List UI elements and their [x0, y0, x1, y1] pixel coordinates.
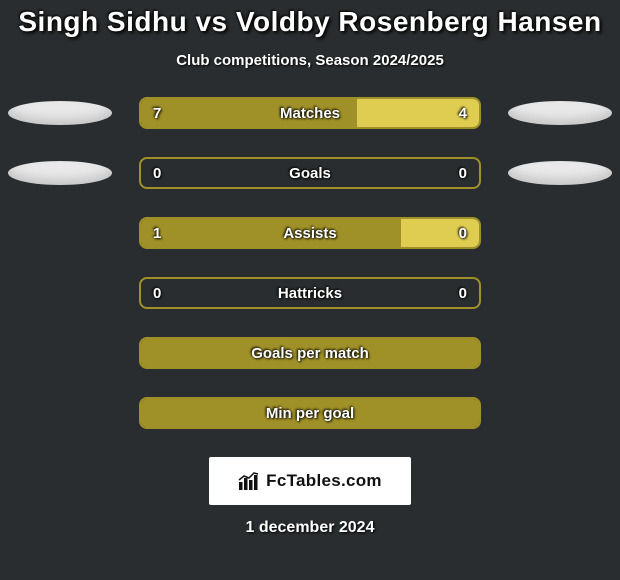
stat-value-left: 0 [153, 279, 161, 307]
stat-value-right: 0 [459, 279, 467, 307]
stat-label: Hattricks [141, 279, 479, 307]
stat-bar: Hattricks0 0 [139, 277, 481, 309]
bar-right-fill [401, 219, 479, 247]
stat-value-right: 0 [459, 159, 467, 187]
stat-row: Hattricks0 0 [0, 277, 620, 309]
stat-value-left: 1 [153, 219, 161, 247]
bar-left-fill [141, 339, 479, 367]
stat-row: Assists10 [0, 217, 620, 249]
player1-marker [8, 161, 112, 185]
stat-value-left: 0 [153, 159, 161, 187]
stats-chart: Matches74Goals00Assists10Hattricks00Goal… [0, 97, 620, 429]
comparison-card: Singh Sidhu vs Voldby Rosenberg Hansen C… [0, 0, 620, 537]
page-title: Singh Sidhu vs Voldby Rosenberg Hansen [0, 6, 620, 38]
stat-row: Goals0 0 [0, 157, 620, 189]
stat-row: Min per goal [0, 397, 620, 429]
player2-marker [508, 101, 612, 125]
date-text: 1 december 2024 [0, 519, 620, 537]
stat-bar: Assists10 [139, 217, 481, 249]
chart-icon [238, 471, 260, 491]
stat-value-right: 4 [459, 99, 467, 127]
player2-marker [508, 161, 612, 185]
stat-bar: Min per goal [139, 397, 481, 429]
stat-bar: Goals0 0 [139, 157, 481, 189]
stat-bar: Matches74 [139, 97, 481, 129]
stat-value-right: 0 [459, 219, 467, 247]
stat-row: Matches74 [0, 97, 620, 129]
stat-value-left: 7 [153, 99, 161, 127]
bar-left-fill [141, 399, 479, 427]
player1-marker [8, 101, 112, 125]
brand-badge[interactable]: FcTables.com [209, 457, 411, 505]
stat-label: Goals [141, 159, 479, 187]
brand-text: FcTables.com [266, 471, 382, 491]
bar-left-fill [141, 99, 357, 127]
stat-row: Goals per match [0, 337, 620, 369]
bar-left-fill [141, 219, 401, 247]
subtitle: Club competitions, Season 2024/2025 [0, 52, 620, 69]
stat-bar: Goals per match [139, 337, 481, 369]
